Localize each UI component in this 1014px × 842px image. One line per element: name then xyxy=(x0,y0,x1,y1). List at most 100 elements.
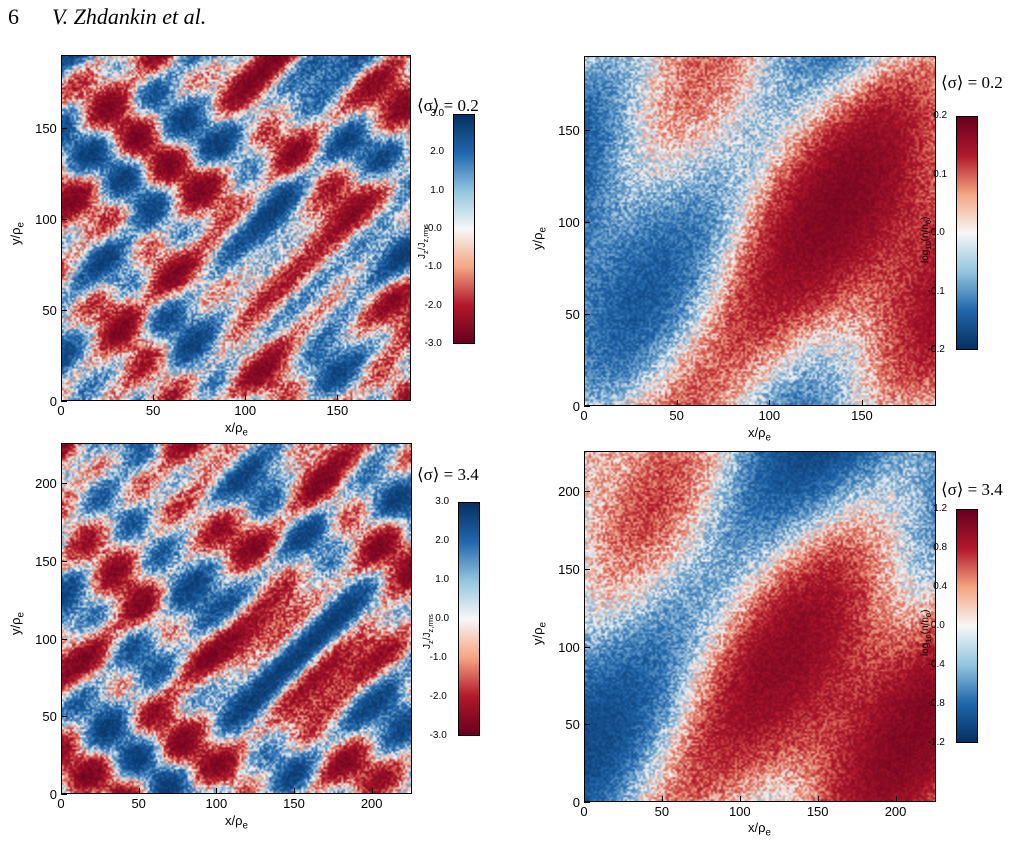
page-header: 6 V. Zhdankin et al. xyxy=(8,4,206,30)
y-tick-mark xyxy=(584,802,590,803)
x-tick-label: 100 xyxy=(758,409,780,422)
x-tick-mark xyxy=(337,395,338,401)
colorbar-tick-label: -1.0 xyxy=(425,262,442,272)
colorbar-tick-label: 1.0 xyxy=(435,575,449,585)
x-tick-label: 50 xyxy=(655,805,669,818)
colorbar-tick-label: 2.0 xyxy=(435,536,449,546)
x-tick-label: 150 xyxy=(327,404,349,417)
y-tick-label: 150 xyxy=(558,124,580,137)
y-tick-mark xyxy=(61,483,67,484)
colorbar xyxy=(458,502,480,736)
y-tick-label: 0 xyxy=(573,400,580,413)
y-tick-mark xyxy=(584,647,590,648)
y-axis-label: y/ρe xyxy=(8,222,27,245)
colorbar xyxy=(956,509,978,743)
y-tick-label: 0 xyxy=(50,395,57,408)
x-tick-mark xyxy=(245,395,246,401)
field-image xyxy=(585,57,935,405)
y-tick-mark xyxy=(584,491,590,492)
sigma-label: ⟨σ⟩ = 3.4 xyxy=(417,465,479,485)
colorbar-tick-label: -0.4 xyxy=(928,660,945,670)
x-tick-label: 50 xyxy=(146,404,160,417)
x-tick-label: 150 xyxy=(807,805,829,818)
colorbar-title: log10(n/n0) xyxy=(920,217,933,263)
x-tick-label: 150 xyxy=(283,797,305,810)
colorbar-tick-label: 0.8 xyxy=(933,543,947,553)
sigma-label: ⟨σ⟩ = 0.2 xyxy=(417,96,479,116)
heatmap-plot xyxy=(61,55,411,401)
colorbar-tick-label: -0.2 xyxy=(928,345,945,355)
x-axis-label: x/ρe xyxy=(225,420,248,439)
sigma-label: ⟨σ⟩ = 0.2 xyxy=(941,73,1003,93)
x-tick-label: 100 xyxy=(234,404,256,417)
x-tick-mark xyxy=(662,796,663,802)
y-tick-label: 50 xyxy=(565,308,579,321)
x-tick-label: 200 xyxy=(885,805,907,818)
colorbar-tick-label: -2.0 xyxy=(425,301,442,311)
colorbar-title: Jz/Jz,rms xyxy=(417,224,430,259)
x-tick-label: 50 xyxy=(669,409,683,422)
x-tick-mark xyxy=(862,400,863,406)
y-tick-label: 150 xyxy=(35,122,57,135)
colorbar-tick-label: -3.0 xyxy=(430,731,447,741)
y-tick-mark xyxy=(61,128,67,129)
y-axis-label: y/ρe xyxy=(8,612,27,635)
x-tick-label: 0 xyxy=(580,409,587,422)
y-axis-label: y/ρe xyxy=(530,227,549,250)
colorbar-tick-label: 3.0 xyxy=(435,497,449,507)
colorbar-tick-label: 0.2 xyxy=(933,111,947,121)
colorbar-tick-label: -2.0 xyxy=(430,692,447,702)
running-authors: V. Zhdankin et al. xyxy=(52,4,206,29)
page-number: 6 xyxy=(8,4,52,30)
heatmap-plot xyxy=(584,56,936,406)
sigma-label: ⟨σ⟩ = 3.4 xyxy=(941,480,1003,500)
colorbar-title: Jz/Jz,rms xyxy=(422,614,435,649)
x-tick-mark xyxy=(139,788,140,794)
x-axis-label: x/ρe xyxy=(748,820,771,839)
field-image xyxy=(62,56,410,400)
colorbar-tick-label: -1.2 xyxy=(928,738,945,748)
y-tick-mark xyxy=(61,639,67,640)
y-tick-mark xyxy=(584,724,590,725)
x-tick-mark xyxy=(896,796,897,802)
y-axis-label: y/ρe xyxy=(530,622,549,645)
y-tick-label: 100 xyxy=(558,216,580,229)
y-tick-label: 150 xyxy=(35,555,57,568)
x-tick-mark xyxy=(372,788,373,794)
x-axis-label: x/ρe xyxy=(225,813,248,832)
y-tick-label: 200 xyxy=(558,485,580,498)
colorbar-tick-label: 3.0 xyxy=(430,109,444,119)
colorbar-tick-label: -1.0 xyxy=(430,653,447,663)
y-tick-mark xyxy=(61,401,67,402)
colorbar-tick-label: 0.1 xyxy=(933,170,947,180)
colorbar-title: log10(n/n0) xyxy=(920,610,933,656)
field-image xyxy=(62,444,411,793)
y-tick-mark xyxy=(61,794,67,795)
colorbar xyxy=(956,116,978,350)
y-tick-label: 0 xyxy=(50,788,57,801)
x-tick-mark xyxy=(818,796,819,802)
field-image xyxy=(585,452,935,801)
x-tick-mark xyxy=(294,788,295,794)
y-tick-mark xyxy=(61,310,67,311)
y-tick-mark xyxy=(584,314,590,315)
colorbar-tick-label: 1.2 xyxy=(933,504,947,514)
x-tick-label: 50 xyxy=(131,797,145,810)
x-tick-mark xyxy=(769,400,770,406)
x-tick-mark xyxy=(216,788,217,794)
heatmap-plot xyxy=(584,451,936,802)
y-tick-label: 50 xyxy=(42,304,56,317)
colorbar-tick-label: 1.0 xyxy=(430,186,444,196)
x-tick-mark xyxy=(740,796,741,802)
x-axis-label: x/ρe xyxy=(748,425,771,444)
y-tick-mark xyxy=(584,130,590,131)
y-tick-label: 50 xyxy=(42,710,56,723)
colorbar-tick-label: 0.4 xyxy=(933,582,947,592)
x-tick-label: 100 xyxy=(206,797,228,810)
y-tick-label: 50 xyxy=(565,718,579,731)
heatmap-plot xyxy=(61,443,412,794)
x-tick-label: 150 xyxy=(851,409,873,422)
y-tick-mark xyxy=(584,569,590,570)
x-tick-label: 100 xyxy=(729,805,751,818)
colorbar-tick-label: -0.8 xyxy=(928,699,945,709)
